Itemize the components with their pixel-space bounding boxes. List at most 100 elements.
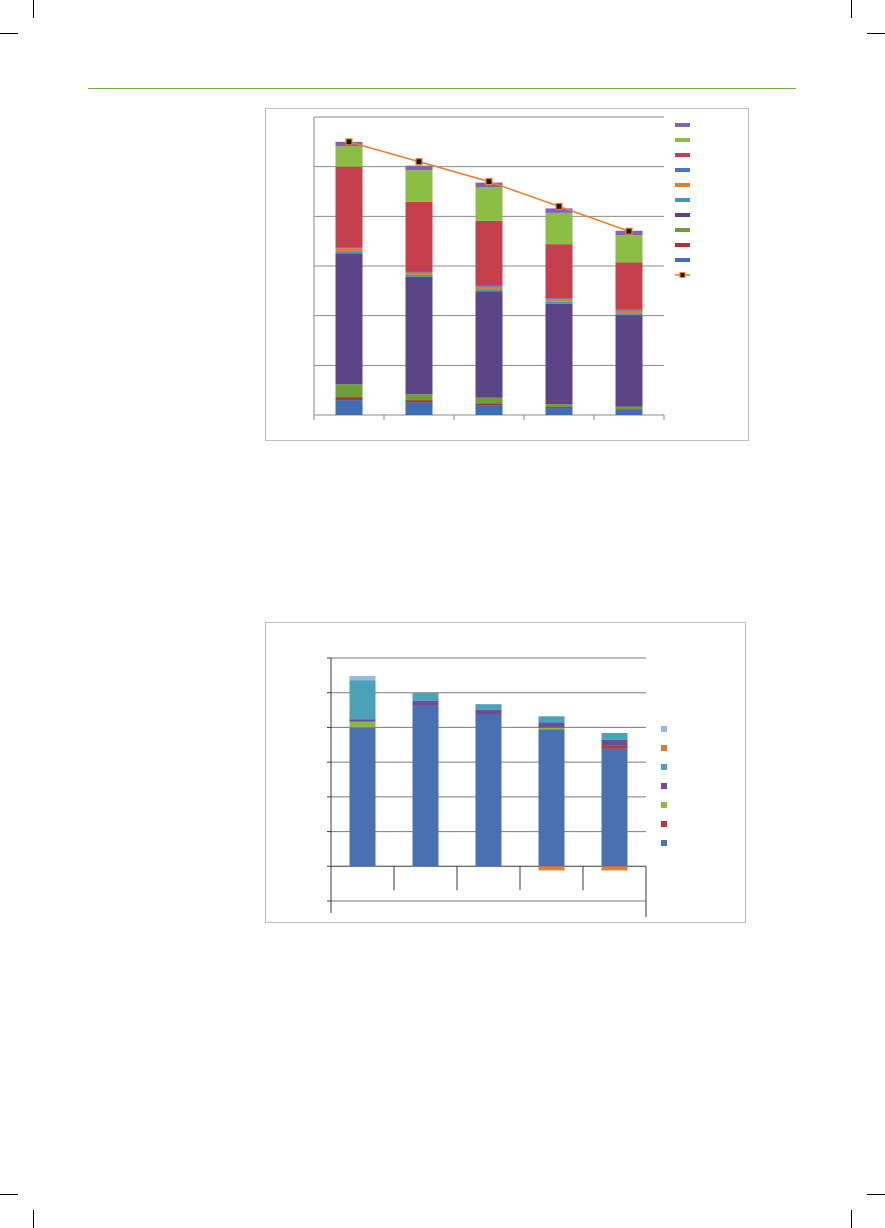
legend-swatch — [675, 243, 690, 247]
bar-segment — [545, 408, 573, 415]
bar-segment — [601, 732, 628, 740]
legend-line-marker — [679, 272, 686, 278]
bar-segment — [538, 716, 565, 723]
bar-segment — [405, 276, 433, 395]
bar-segment — [475, 187, 503, 221]
bar-segment — [615, 310, 643, 314]
legend-swatch — [675, 228, 690, 232]
legend-swatch — [675, 168, 690, 172]
line-marker — [625, 227, 633, 235]
bar-segment — [475, 286, 503, 290]
bar-segment — [545, 208, 573, 213]
bar-segment — [349, 727, 376, 867]
bar-segment — [335, 247, 363, 249]
line-marker — [555, 202, 563, 211]
bar-segment — [405, 274, 433, 277]
bar-segment — [335, 384, 363, 398]
bar-segment — [475, 291, 503, 398]
bar-segment — [475, 220, 503, 286]
bar-segment — [545, 404, 573, 408]
crop-mark-bottom-left-h — [0, 1194, 18, 1195]
chart-1 — [265, 108, 749, 441]
legend-swatch — [675, 138, 690, 142]
bar-segment — [538, 722, 565, 728]
bar-segment — [615, 410, 643, 415]
header-rule — [88, 88, 796, 89]
crop-mark-top-left-v — [33, 0, 34, 18]
bar-segment — [335, 166, 363, 248]
crop-mark-bottom-right-v — [851, 1210, 852, 1228]
bar-segment — [405, 394, 433, 401]
bar-segment — [615, 262, 643, 310]
crop-mark-top-right-v — [851, 0, 852, 18]
bar-segment — [475, 397, 503, 404]
bar-segment — [475, 714, 502, 867]
bar-segment — [349, 721, 376, 728]
bar-segment — [545, 407, 573, 409]
bar-segment — [405, 170, 433, 202]
legend-swatch — [675, 198, 690, 202]
legend-swatch — [675, 258, 690, 262]
bar-segment — [545, 298, 573, 300]
bar-segment — [545, 244, 573, 299]
bar-segment — [601, 739, 628, 746]
bar-segment — [475, 285, 503, 287]
bar-segment — [538, 729, 565, 867]
crop-mark-bottom-left-v — [33, 1210, 34, 1228]
legend-swatch — [661, 783, 667, 789]
bar-segment — [545, 303, 573, 405]
legend-swatch — [661, 745, 667, 751]
line-marker — [415, 158, 423, 166]
legend-swatch — [675, 123, 690, 127]
bar-segment — [601, 866, 628, 871]
bar-segment — [412, 693, 439, 701]
bar-segment — [615, 406, 643, 410]
bar-segment — [615, 315, 643, 407]
bar-segment — [538, 866, 565, 871]
bar-segment — [475, 289, 503, 292]
crop-mark-bottom-right-h — [867, 1194, 885, 1195]
bar-segment — [335, 400, 363, 415]
line-marker — [345, 138, 353, 146]
bar-segment — [601, 745, 628, 749]
crop-mark-top-left-h — [0, 33, 18, 34]
bar-segment — [545, 212, 573, 245]
legend-swatch — [661, 726, 667, 732]
bar-segment — [538, 727, 565, 730]
bar-segment — [475, 709, 502, 715]
chart-1-svg — [313, 116, 690, 420]
bar-segment — [349, 676, 376, 681]
bar-segment — [475, 405, 503, 415]
legend-swatch — [661, 802, 667, 808]
chart-2 — [265, 622, 746, 923]
bar-segment — [405, 402, 433, 415]
legend-swatch — [661, 821, 667, 827]
bar-segment — [601, 748, 628, 867]
bar-segment — [405, 272, 433, 275]
bar-segment — [545, 301, 573, 304]
bar-segment — [335, 397, 363, 401]
bar-segment — [615, 235, 643, 263]
bar-segment — [349, 719, 376, 722]
legend-swatch — [675, 213, 690, 217]
bar-segment — [405, 400, 433, 403]
bar-segment — [615, 313, 643, 316]
bar-segment — [545, 299, 573, 302]
legend-swatch — [661, 840, 667, 846]
bar-segment — [335, 146, 363, 167]
bar-segment — [335, 253, 363, 385]
bar-segment — [475, 403, 503, 406]
bar-segment — [412, 700, 439, 706]
bar-segment — [405, 271, 433, 273]
bar-segment — [475, 704, 502, 710]
bar-segment — [335, 251, 363, 254]
legend-swatch — [661, 764, 667, 770]
chart-2-svg — [327, 657, 667, 917]
bar-segment — [405, 201, 433, 272]
legend-swatch — [675, 183, 690, 187]
bar-segment — [405, 165, 433, 171]
crop-mark-top-right-h — [867, 33, 885, 34]
line-marker — [485, 177, 493, 186]
bar-segment — [335, 248, 363, 252]
legend-swatch — [675, 153, 690, 157]
